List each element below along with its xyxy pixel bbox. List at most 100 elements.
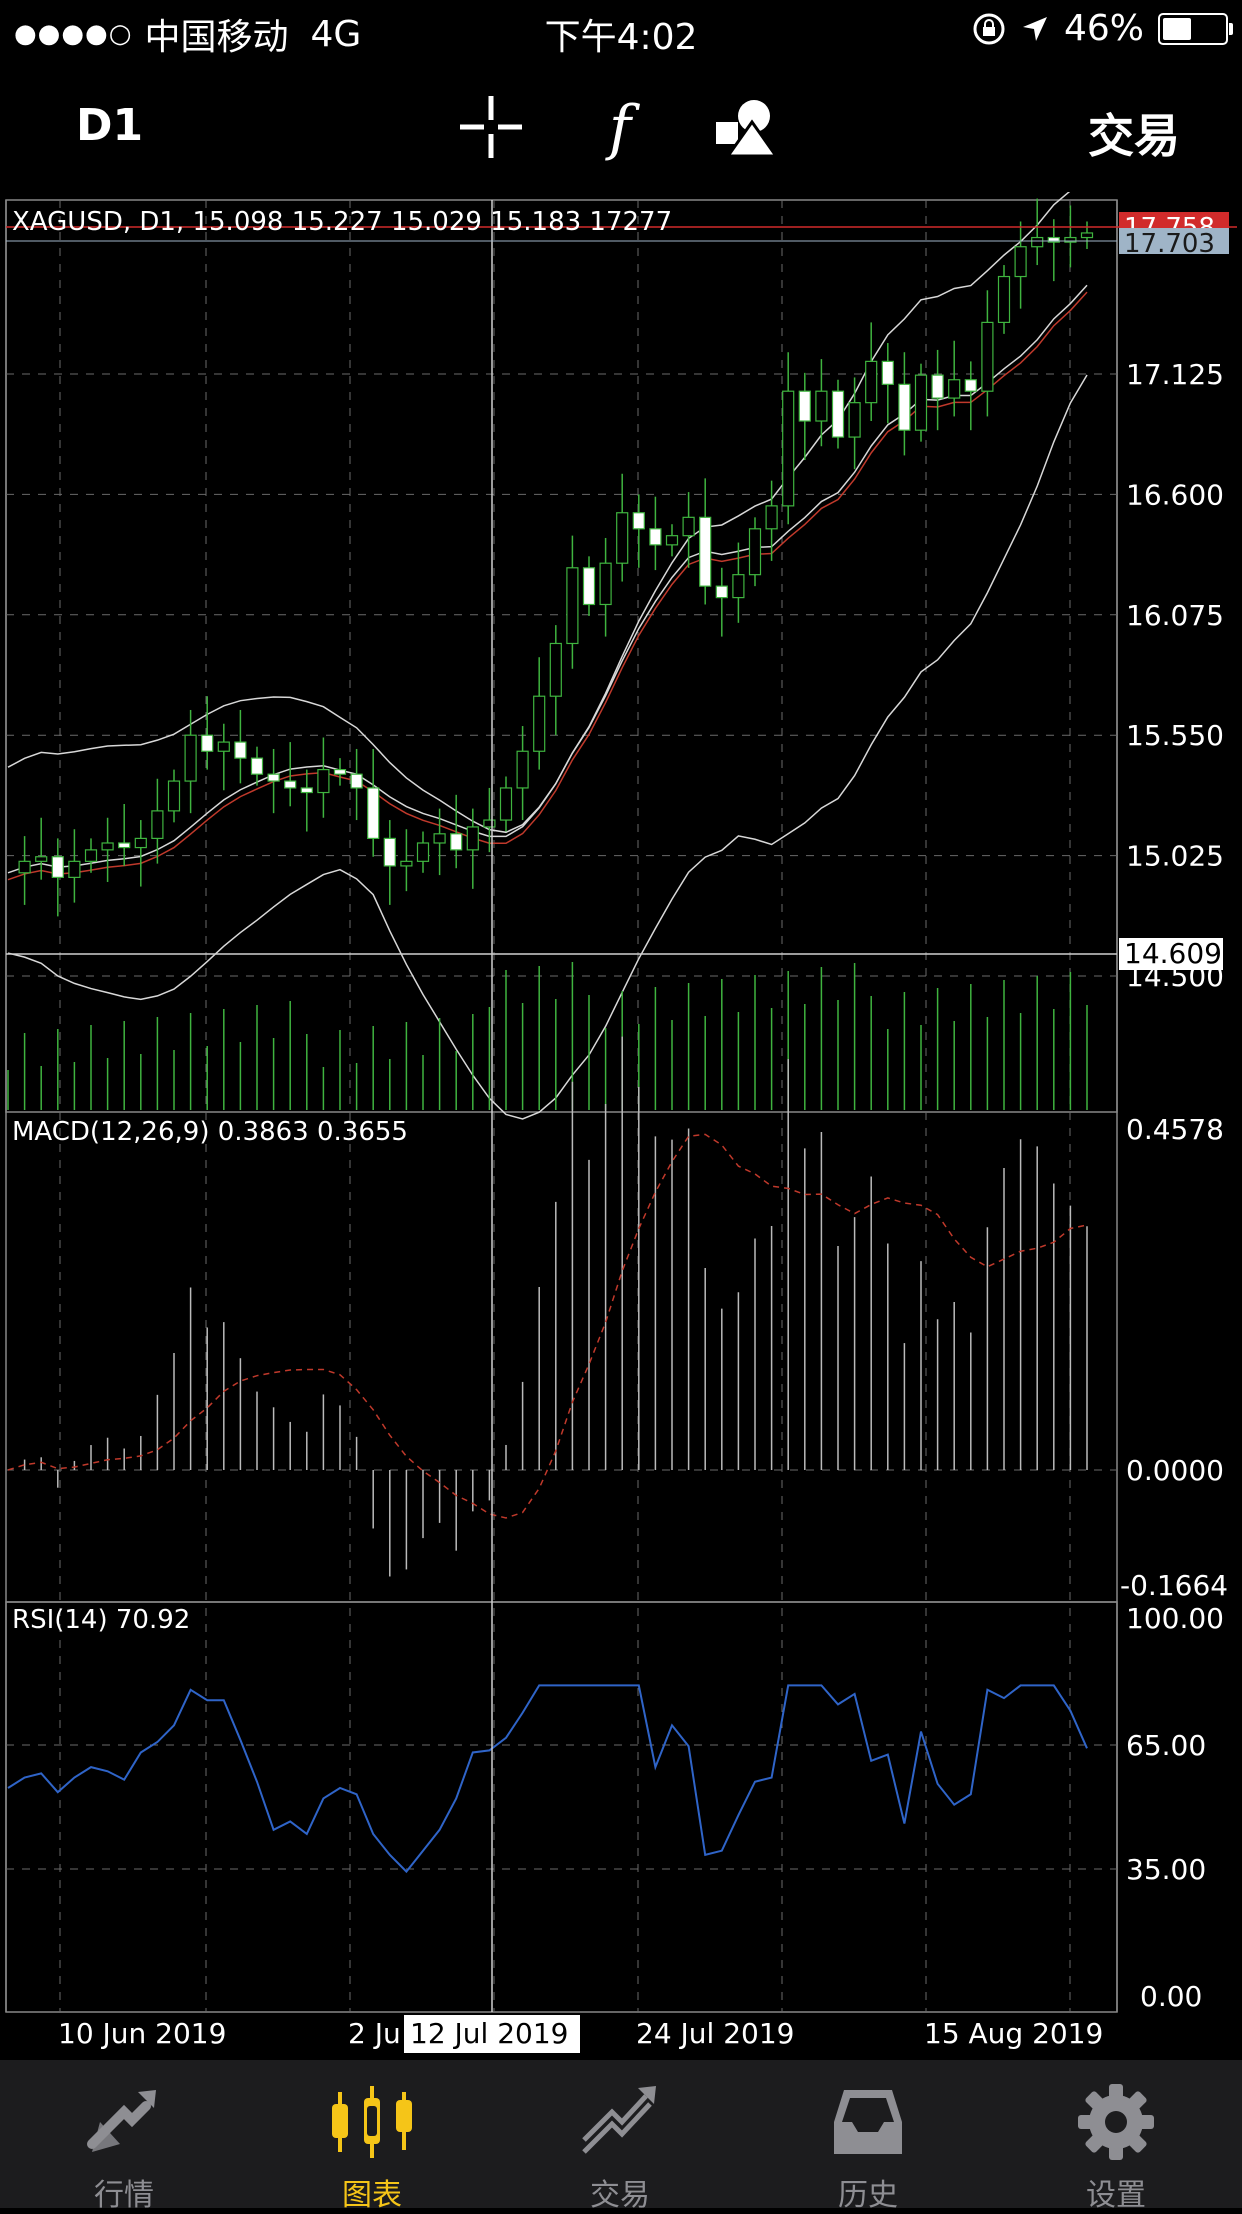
battery-percent: 46% (1063, 8, 1144, 49)
time-axis-label: 2 Ju (348, 2017, 401, 2050)
candle (201, 734, 214, 752)
bollinger-lower (7, 374, 1088, 1120)
tab-label: 历史 (838, 2178, 898, 2213)
candle (798, 390, 811, 422)
candle (599, 562, 612, 606)
candle (400, 860, 413, 867)
candle (234, 741, 247, 759)
candle (118, 842, 131, 849)
tab-label: 交易 (590, 2178, 650, 2213)
candle (167, 780, 181, 812)
orientation-lock-icon (973, 13, 1005, 44)
candle (582, 567, 596, 606)
candle (997, 275, 1011, 323)
macd-label: MACD(12,26,9) 0.3863 0.3655 (12, 1117, 408, 1147)
candle (881, 360, 894, 385)
candle (35, 856, 48, 862)
candle (566, 567, 579, 645)
chart-area[interactable]: XAGUSD, D1, 15.098 15.227 15.029 15.183 … (0, 173, 1242, 2060)
candle (499, 787, 513, 821)
candle (84, 849, 98, 862)
crosshair-price-box (1119, 938, 1223, 970)
tab-bar: 行情 图表 交易 历史 (0, 2060, 1242, 2213)
candle (433, 833, 446, 844)
crosshair-price-label: 14.609 (1124, 937, 1222, 970)
tab-quotes[interactable]: 行情 (0, 2060, 248, 2213)
macd-axis-label: 0.0000 (1126, 1454, 1224, 1487)
candle (914, 374, 928, 431)
bid-label-box (1119, 228, 1229, 254)
candle (217, 741, 230, 752)
candle (1031, 236, 1044, 248)
candle (748, 528, 762, 576)
period-button[interactable]: D1 (76, 100, 144, 151)
candle (68, 860, 81, 878)
chart-icon (332, 2086, 412, 2158)
candle (765, 505, 778, 530)
svg-text:f: f (605, 93, 641, 162)
candle (250, 757, 264, 775)
crosshair-icon[interactable] (456, 92, 526, 162)
carrier-name: 中国移动 (144, 17, 289, 58)
candle (732, 574, 745, 599)
candle (865, 360, 878, 404)
rsi-axis-label: 65.00 (1126, 1729, 1206, 1762)
candle (350, 773, 363, 789)
rsi-label: RSI(14) 70.92 (12, 1605, 190, 1635)
candle (1047, 236, 1060, 243)
candle (632, 512, 645, 530)
candle (964, 379, 977, 392)
price-axis-label: 16.075 (1126, 599, 1224, 632)
objects-icon[interactable] (712, 92, 782, 162)
trade-button[interactable]: 交易 (1088, 109, 1180, 163)
rsi-axis-label: 100.00 (1126, 1602, 1224, 1635)
price-chart[interactable]: XAGUSD, D1, 15.098 15.227 15.029 15.183 … (0, 173, 1242, 2060)
tab-chart[interactable]: 图表 (248, 2060, 496, 2213)
candle (516, 750, 529, 789)
tab-trade[interactable]: 交易 (496, 2060, 744, 2213)
price-axis-label: 15.550 (1126, 719, 1224, 752)
history-icon (834, 2090, 902, 2154)
candle (1014, 246, 1027, 278)
candle (51, 856, 64, 878)
macd-axis-label: -0.1664 (1120, 1569, 1228, 1602)
candle (284, 780, 297, 789)
candle (483, 819, 496, 828)
location-icon (1022, 16, 1047, 41)
candle (317, 768, 330, 794)
rsi-line (7, 1684, 1088, 1874)
price-axis-label: 16.600 (1126, 478, 1224, 511)
crosshair-date-box (404, 2015, 580, 2053)
time-axis-label: 10 Jun 2019 (58, 2017, 226, 2050)
candle (898, 383, 911, 431)
candle (184, 734, 197, 782)
price-axis-label: 15.025 (1126, 840, 1224, 873)
candle (300, 787, 313, 794)
candle (699, 516, 712, 587)
rsi-pane-frame (5, 1601, 1118, 2013)
candle (549, 642, 562, 697)
rsi-axis-label: 0.00 (1140, 1980, 1202, 2013)
bollinger-upper (7, 173, 1088, 834)
candle (649, 528, 662, 546)
candle (134, 837, 147, 849)
candle (1080, 232, 1094, 239)
candle (450, 833, 463, 851)
price-axis-label: 17.125 (1126, 358, 1224, 391)
function-icon[interactable]: f (585, 92, 655, 162)
candle (682, 516, 695, 537)
battery-icon (1158, 12, 1233, 45)
tab-history[interactable]: 历史 (744, 2060, 992, 2213)
candle (831, 390, 845, 438)
tab-label: 行情 (94, 2178, 154, 2213)
time-axis-label: 24 Jul 2019 (636, 2017, 794, 2050)
tab-settings[interactable]: 设置 (992, 2060, 1240, 2213)
network-type: 4G (310, 13, 362, 55)
candle (815, 390, 828, 422)
macd-axis-label: 0.4578 (1126, 1113, 1224, 1146)
candle (616, 512, 629, 564)
candle (151, 810, 164, 840)
tab-label: 设置 (1086, 2178, 1146, 2213)
time-axis-label: 15 Aug 2019 (924, 2017, 1103, 2050)
candle (18, 860, 31, 874)
